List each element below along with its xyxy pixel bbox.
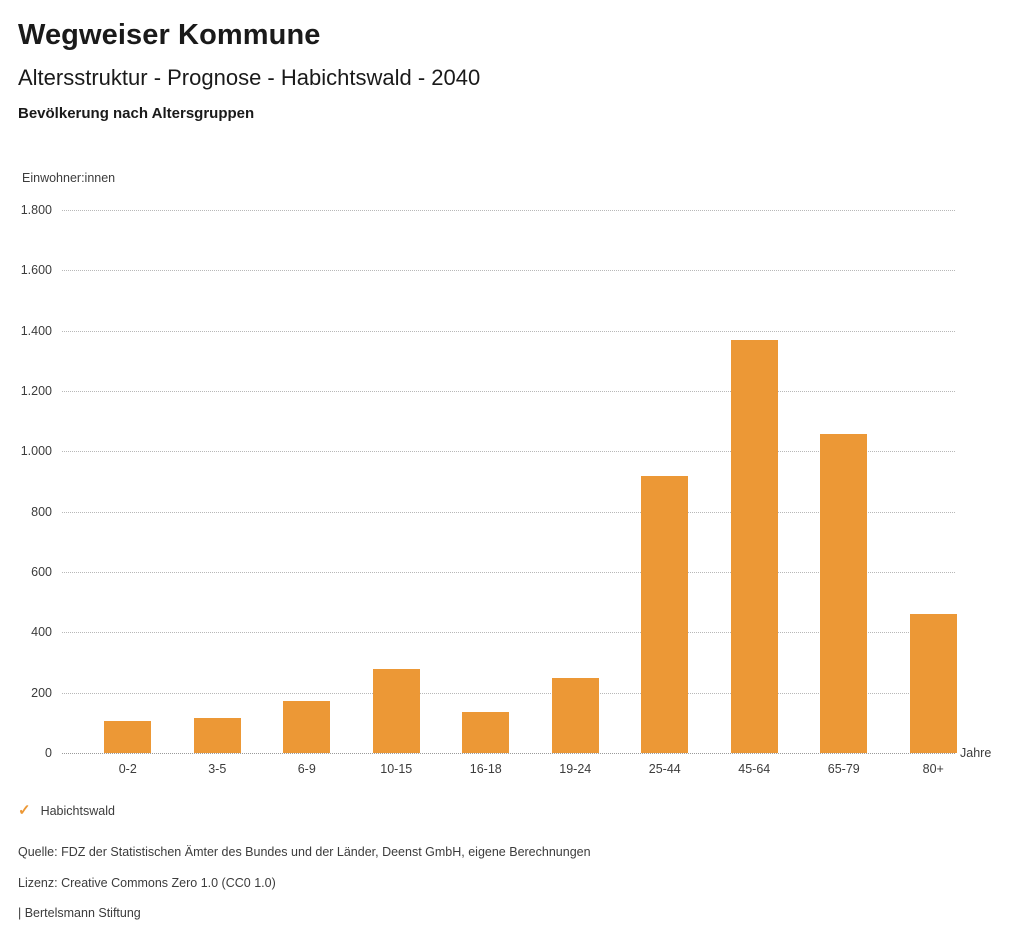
- x-axis-tick-label: 80+: [922, 762, 944, 776]
- x-axis-tick-label: 10-15: [380, 762, 413, 776]
- bar[interactable]: [104, 720, 152, 753]
- bar[interactable]: [551, 677, 599, 753]
- bar[interactable]: [372, 669, 420, 753]
- x-axis-tick-label: 19-24: [559, 762, 592, 776]
- x-axis-title: Jahre: [960, 746, 992, 760]
- y-axis-tick-label: 0: [45, 746, 52, 760]
- x-axis-tick-label: 65-79: [827, 762, 860, 776]
- x-axis-tick-label: 3-5: [208, 762, 227, 776]
- y-axis-tick-label: 800: [31, 504, 52, 519]
- legend-item-label: Habichtswald: [40, 803, 115, 818]
- bar[interactable]: [909, 613, 957, 753]
- gridline: [62, 753, 955, 754]
- x-axis-tick-label: 0-2: [118, 762, 137, 776]
- bar[interactable]: [193, 718, 241, 753]
- gridline: [62, 511, 955, 513]
- check-icon: ✓: [18, 802, 31, 819]
- y-axis-tick-label: 1.000: [20, 444, 52, 459]
- source-note: Quelle: FDZ der Statistischen Ämter des …: [18, 845, 591, 859]
- gridline: [62, 451, 955, 453]
- page-subtitle: Altersstruktur - Prognose - Habichtswald…: [18, 65, 481, 90]
- bar[interactable]: [730, 340, 778, 753]
- x-axis-tick-label: 16-18: [469, 762, 502, 776]
- x-axis-tick-label: 6-9: [297, 762, 316, 776]
- bar[interactable]: [820, 434, 868, 753]
- gridline: [62, 210, 955, 211]
- chart-section-title: Bevölkerung nach Altersgruppen: [18, 105, 255, 122]
- y-axis-tick-label: 1.200: [20, 384, 52, 398]
- x-axis-tick-label: 25-44: [648, 762, 681, 776]
- x-axis-tick-label: 45-64: [738, 762, 771, 776]
- y-axis-tick-label: 1.400: [20, 323, 52, 338]
- gridline: [62, 391, 955, 392]
- chart-legend[interactable]: ✓ Habichtswald: [18, 803, 115, 818]
- gridline: [62, 572, 955, 573]
- y-axis-tick-label: 400: [31, 625, 52, 640]
- y-axis-tick-label: 200: [31, 685, 52, 700]
- gridline: [62, 270, 955, 272]
- bar[interactable]: [283, 701, 331, 753]
- license-note: Lizenz: Creative Commons Zero 1.0 (CC0 1…: [18, 876, 276, 890]
- publisher-note: | Bertelsmann Stiftung: [18, 906, 141, 920]
- bar[interactable]: [462, 711, 510, 753]
- y-axis-title: Einwohner:innen: [22, 171, 116, 185]
- gridline: [62, 632, 955, 634]
- y-axis-tick-label: 600: [31, 565, 52, 579]
- bar-chart: Einwohner:innen Jahre 0 200 400 600 800 1.000…: [20, 171, 992, 776]
- gridline: [62, 692, 955, 694]
- y-axis-tick-label: 1.800: [20, 203, 52, 217]
- gridline: [62, 330, 955, 332]
- y-axis-tick-label: 1.600: [20, 263, 52, 278]
- bar[interactable]: [641, 476, 689, 753]
- page-title: Wegweiser Kommune: [18, 19, 321, 51]
